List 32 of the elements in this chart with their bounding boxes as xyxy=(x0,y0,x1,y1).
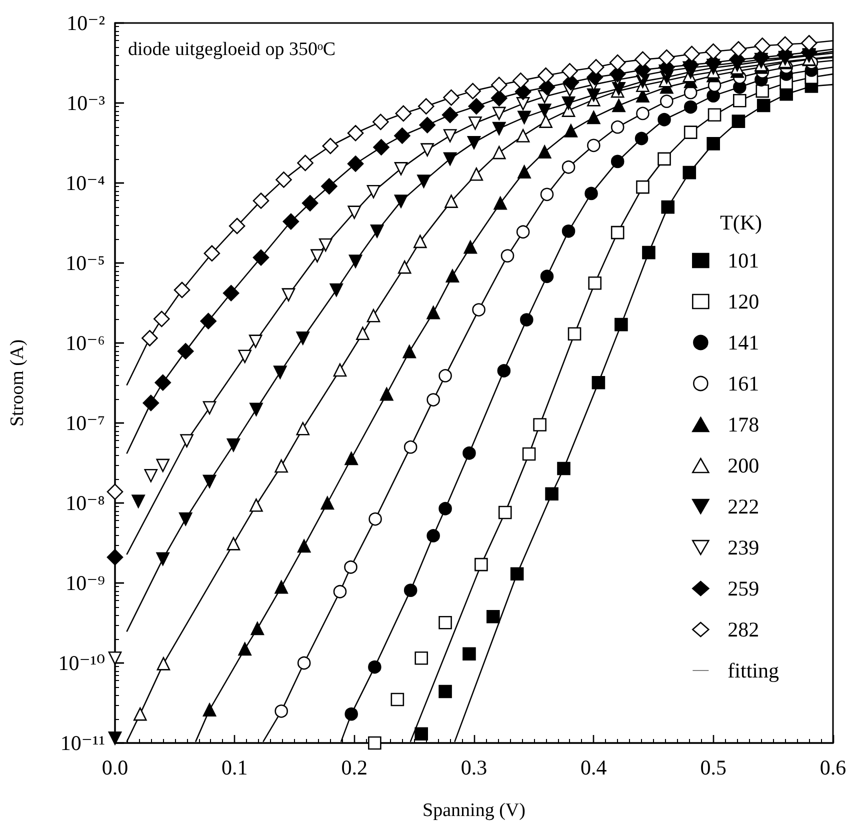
y-tick-label: 10⁻⁶ xyxy=(66,331,105,355)
x-tick-label: 0.4 xyxy=(580,756,608,780)
legend-label: 239 xyxy=(728,536,760,560)
y-tick-label: 10⁻³ xyxy=(66,91,105,115)
legend-label: 259 xyxy=(728,576,760,600)
y-tick-label: 10⁻⁸ xyxy=(66,491,105,515)
legend-label: fitting xyxy=(728,658,780,682)
y-tick-label: 10⁻⁷ xyxy=(66,411,105,435)
legend-label: 222 xyxy=(728,494,760,518)
legend-label: 282 xyxy=(728,618,760,642)
x-tick-label: 0.6 xyxy=(820,756,846,780)
y-axis-title: Stroom (A) xyxy=(7,339,28,427)
legend-label: 161 xyxy=(728,372,760,396)
legend-label: 141 xyxy=(728,330,760,354)
x-axis-title: Spanning (V) xyxy=(422,800,526,821)
y-tick-label: 10⁻⁴ xyxy=(66,171,105,195)
legend-title: T(K) xyxy=(720,210,762,234)
x-tick-label: 0.3 xyxy=(460,756,488,780)
y-tick-label: 10⁻¹¹ xyxy=(60,731,105,755)
annotation: diode uitgegloeid op 350ᵒC xyxy=(128,39,336,60)
legend-label: 200 xyxy=(728,454,760,478)
x-tick-label: 0.0 xyxy=(102,756,128,780)
x-tick-label: 0.2 xyxy=(341,756,368,780)
x-tick-label: 0.1 xyxy=(222,756,248,780)
legend-label: 120 xyxy=(728,290,760,314)
y-tick-label: 10⁻⁵ xyxy=(66,251,105,275)
legend-label: 101 xyxy=(728,248,760,272)
y-tick-label: 10⁻⁹ xyxy=(66,571,105,595)
x-tick-label: 0.5 xyxy=(700,756,726,780)
y-tick-label: 10⁻² xyxy=(66,11,105,35)
y-tick-label: 10⁻¹⁰ xyxy=(58,651,105,675)
legend-label: 178 xyxy=(728,412,760,436)
